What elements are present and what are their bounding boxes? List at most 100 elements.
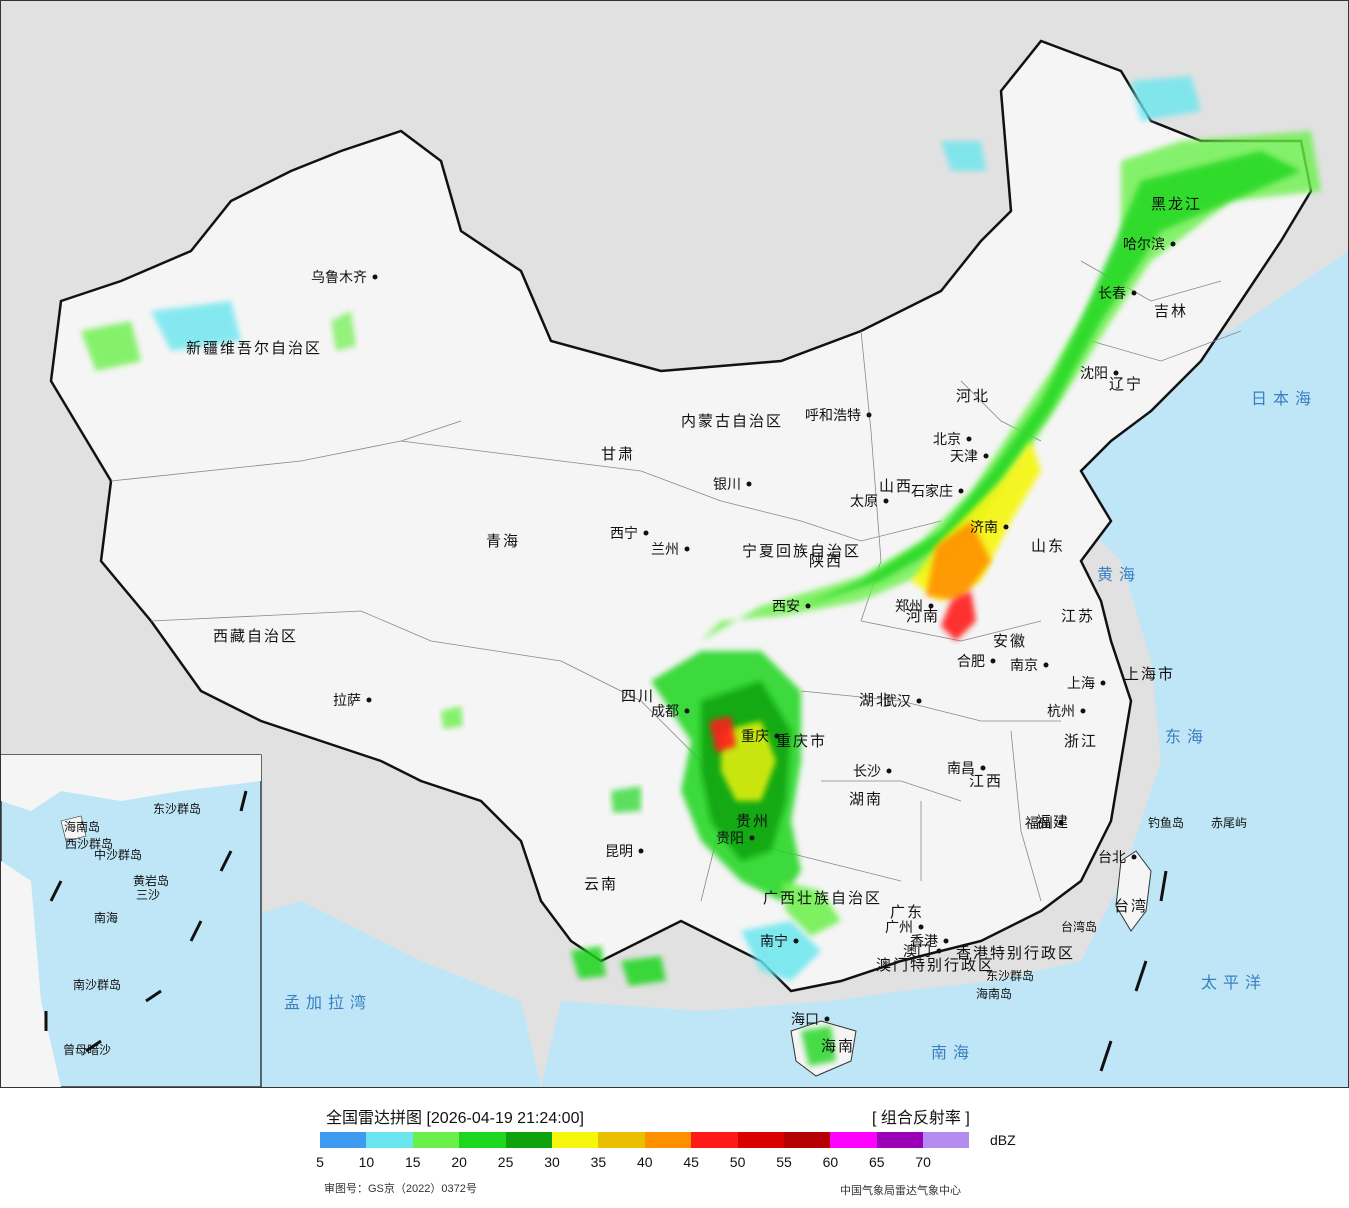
- city-marker[interactable]: [746, 481, 752, 487]
- radar-echo: [1131, 76, 1201, 121]
- city-label: 沈阳: [1080, 365, 1108, 381]
- city-marker[interactable]: [684, 546, 690, 552]
- color-scale-segment: [505, 1132, 552, 1148]
- city-marker[interactable]: [1113, 370, 1119, 376]
- radar-echo: [151, 301, 241, 351]
- agency-name: 中国气象局雷达气象中心: [840, 1185, 961, 1197]
- radar-echo: [709, 716, 736, 753]
- city-label: 太原: [850, 493, 878, 509]
- inset-label: 海南岛: [64, 819, 100, 834]
- province-label: 山西: [879, 478, 913, 495]
- radar-echo: [926, 521, 991, 601]
- city-marker[interactable]: [990, 658, 996, 664]
- inset-hainan: [60, 815, 87, 842]
- city-label: 杭州: [1047, 703, 1075, 719]
- color-scale-tick: 20: [451, 1154, 467, 1170]
- province-label: 西藏自治区: [213, 628, 298, 645]
- city-label: 乌鲁木齐: [311, 269, 367, 285]
- legend-product: [ 组合反射率 ]: [872, 1110, 970, 1127]
- color-scale-tick: 25: [497, 1154, 514, 1170]
- city-marker[interactable]: [966, 436, 972, 442]
- color-scale-segment: [923, 1132, 970, 1148]
- color-scale-segment: [737, 1132, 784, 1148]
- city-label: 福州: [1025, 815, 1053, 831]
- province-label: 香港特别行政区: [956, 945, 1075, 962]
- city-label: 重庆: [741, 728, 769, 744]
- city-label: 上海: [1067, 675, 1095, 691]
- city-marker[interactable]: [372, 274, 378, 280]
- province-label: 江西: [969, 773, 1003, 790]
- city-marker[interactable]: [886, 768, 892, 774]
- city-marker[interactable]: [936, 948, 942, 954]
- city-marker[interactable]: [793, 938, 799, 944]
- city-marker[interactable]: [1100, 680, 1106, 686]
- radar-echo: [941, 141, 986, 171]
- color-scale-tick: 45: [683, 1154, 699, 1170]
- city-marker[interactable]: [1080, 708, 1086, 714]
- city-label: 台北: [1098, 849, 1126, 865]
- color-scale-segment: [598, 1132, 645, 1148]
- city-label: 哈尔滨: [1123, 236, 1165, 252]
- province-label: 江苏: [1061, 608, 1095, 625]
- city-label: 澳门: [903, 943, 931, 959]
- color-scale-segment: [644, 1132, 692, 1148]
- city-marker[interactable]: [643, 530, 649, 536]
- map-canvas[interactable]: 乌鲁木齐拉萨西宁兰州银川呼和浩特北京天津石家庄太原济南郑州西安成都重庆贵阳昆明南…: [1, 1, 1348, 1087]
- city-label: 兰州: [651, 541, 679, 557]
- province-label: 澳门特别行政区: [876, 957, 995, 974]
- unit-label: dBZ: [990, 1132, 1016, 1148]
- province-label: 贵州: [736, 813, 770, 830]
- color-scale-segment: [366, 1132, 413, 1148]
- city-marker[interactable]: [1131, 854, 1137, 860]
- city-marker[interactable]: [983, 453, 989, 459]
- inset-mainland: [1, 755, 261, 811]
- city-marker[interactable]: [1003, 524, 1009, 530]
- province-label: 浙江: [1064, 733, 1098, 750]
- city-marker[interactable]: [1131, 290, 1137, 296]
- radar-echo: [781, 881, 841, 936]
- province-label: 河南: [906, 608, 940, 625]
- province-label: 陕西: [809, 553, 843, 570]
- island-label: 海南岛: [976, 986, 1012, 1001]
- city-marker[interactable]: [918, 924, 924, 930]
- city-marker[interactable]: [928, 603, 934, 609]
- city-marker[interactable]: [980, 765, 986, 771]
- city-marker[interactable]: [366, 697, 372, 703]
- city-marker[interactable]: [1058, 820, 1064, 826]
- color-scale-ticks: 5 10 15 20 25 30 35 40 45 50 55 60 65 70: [316, 1154, 980, 1172]
- province-label: 河北: [956, 388, 990, 405]
- city-marker[interactable]: [883, 498, 889, 504]
- province-label: 云南: [584, 876, 618, 893]
- city-label: 北京: [933, 431, 961, 447]
- inset-label: 西沙群岛: [65, 836, 113, 851]
- color-scale-segment: [459, 1132, 506, 1148]
- east-dash-line: [1099, 870, 1168, 1072]
- city-marker[interactable]: [958, 488, 964, 494]
- sea-label: 东海: [1165, 728, 1209, 746]
- city-marker[interactable]: [943, 938, 949, 944]
- city-marker[interactable]: [774, 733, 780, 739]
- province-label: 福建: [1036, 814, 1070, 831]
- city-marker[interactable]: [866, 412, 872, 418]
- city-marker[interactable]: [805, 603, 811, 609]
- province-label: 吉林: [1154, 303, 1188, 320]
- province-label: 辽宁: [1109, 376, 1143, 393]
- city-marker[interactable]: [638, 848, 644, 854]
- city-marker[interactable]: [916, 698, 922, 704]
- radar-echo-layer: [81, 76, 1321, 1066]
- city-marker[interactable]: [824, 1016, 830, 1022]
- radar-echo: [941, 591, 976, 641]
- city-marker[interactable]: [684, 708, 690, 714]
- city-marker[interactable]: [749, 835, 755, 841]
- city-marker[interactable]: [1043, 662, 1049, 668]
- city-label: 贵阳: [716, 830, 744, 846]
- radar-echo: [331, 311, 356, 351]
- city-marker[interactable]: [1170, 241, 1176, 247]
- city-label: 南宁: [760, 933, 788, 949]
- province-label: 重庆市: [776, 733, 827, 750]
- city-label: 成都: [651, 703, 679, 719]
- island-label: 赤尾屿: [1211, 816, 1247, 830]
- radar-map[interactable]: 乌鲁木齐 拉萨 西宁 兰州 银川 呼和浩特 北京 天津 石家庄 太原 济南 郑州 西安 成都 重庆 贵阳 昆明南…: [0, 0, 1349, 1088]
- city-label: 天津: [950, 448, 978, 464]
- sea-label: 南海: [931, 1044, 975, 1062]
